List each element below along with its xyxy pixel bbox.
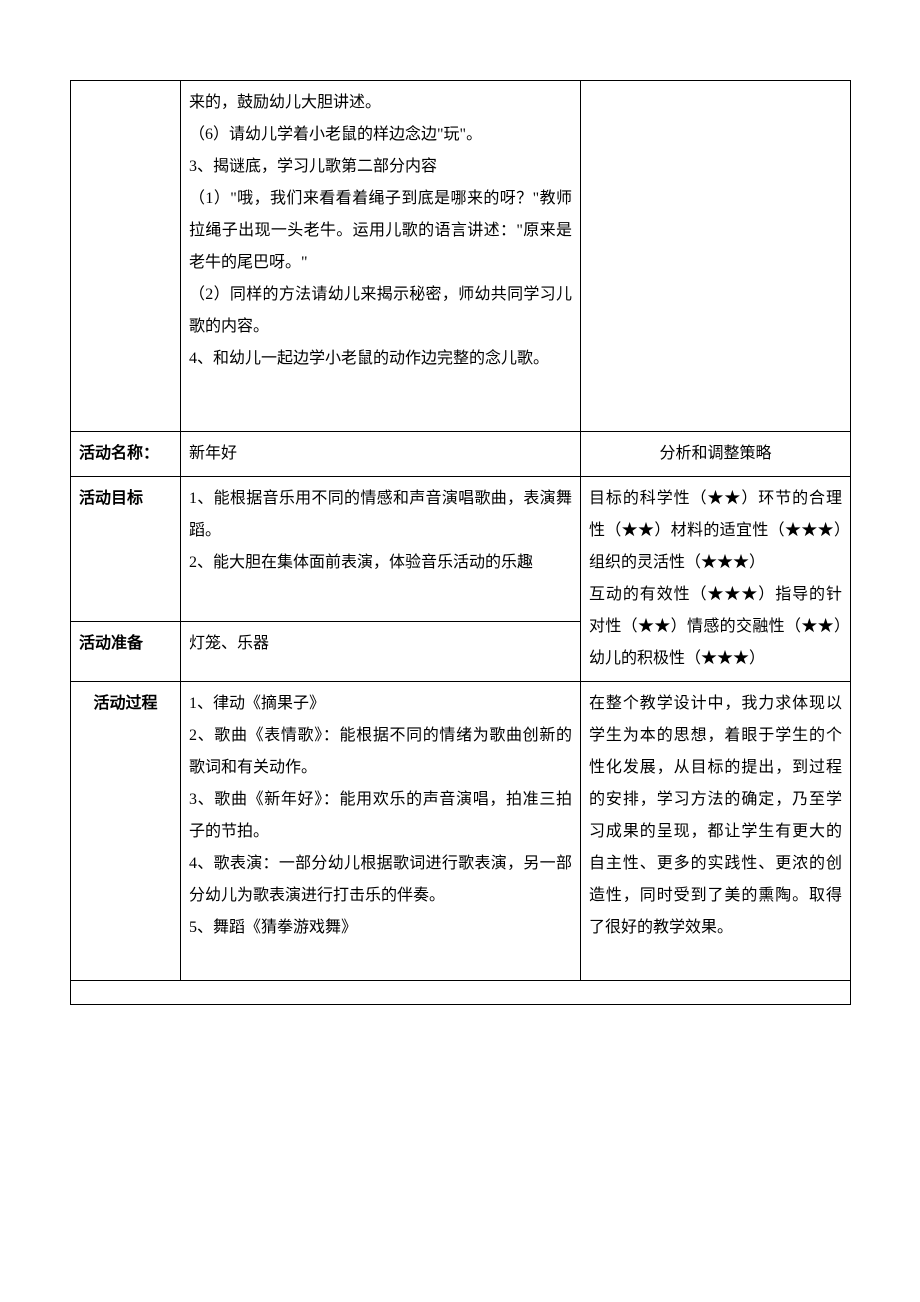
activity-goal-content: 1、能根据音乐用不同的情感和声音演唱歌曲，表演舞蹈。 2、能大胆在集体面前表演，…: [181, 477, 581, 622]
activity-prep-label: 活动准备: [71, 622, 181, 682]
activity-name-value: 新年好: [181, 432, 581, 477]
row1-content-cell: 来的，鼓励幼儿大胆讲述。 （6）请幼儿学着小老鼠的样边念边"玩"。 3、揭谜底，…: [181, 81, 581, 432]
row1-right-cell: [581, 81, 851, 432]
document-page: 来的，鼓励幼儿大胆讲述。 （6）请幼儿学着小老鼠的样边念边"玩"。 3、揭谜底，…: [0, 0, 920, 1085]
activity-name-label: 活动名称：: [71, 432, 181, 477]
table-row: 活动名称： 新年好 分析和调整策略: [71, 432, 851, 477]
activity-goal-label: 活动目标: [71, 477, 181, 622]
lesson-plan-table: 来的，鼓励幼儿大胆讲述。 （6）请幼儿学着小老鼠的样边念边"玩"。 3、揭谜底，…: [70, 80, 851, 1005]
table-row: [71, 981, 851, 1005]
analysis-header: 分析和调整策略: [581, 432, 851, 477]
evaluation-text: 目标的科学性（★★）环节的合理性（★★）材料的适宜性（★★★）组织的灵活性（★★…: [589, 483, 842, 675]
process-right-text: 在整个教学设计中，我力求体现以学生为本的思想，着眼于学生的个性化发展，从目标的提…: [589, 688, 842, 944]
footer-row: [71, 981, 851, 1005]
table-row: 来的，鼓励幼儿大胆讲述。 （6）请幼儿学着小老鼠的样边念边"玩"。 3、揭谜底，…: [71, 81, 851, 432]
activity-process-content: 1、律动《摘果子》 2、歌曲《表情歌》：能根据不同的情绪为歌曲创新的歌词和有关动…: [181, 682, 581, 981]
activity-process-label: 活动过程: [71, 682, 181, 981]
evaluation-cell: 目标的科学性（★★）环节的合理性（★★）材料的适宜性（★★★）组织的灵活性（★★…: [581, 477, 851, 682]
activity-goal-text: 1、能根据音乐用不同的情感和声音演唱歌曲，表演舞蹈。 2、能大胆在集体面前表演，…: [189, 483, 572, 579]
table-row: 活动目标 1、能根据音乐用不同的情感和声音演唱歌曲，表演舞蹈。 2、能大胆在集体…: [71, 477, 851, 622]
activity-process-text: 1、律动《摘果子》 2、歌曲《表情歌》：能根据不同的情绪为歌曲创新的歌词和有关动…: [189, 688, 572, 974]
row1-content: 来的，鼓励幼儿大胆讲述。 （6）请幼儿学着小老鼠的样边念边"玩"。 3、揭谜底，…: [189, 87, 572, 425]
row1-label-cell: [71, 81, 181, 432]
table-row: 活动过程 1、律动《摘果子》 2、歌曲《表情歌》：能根据不同的情绪为歌曲创新的歌…: [71, 682, 851, 981]
process-right-content: 在整个教学设计中，我力求体现以学生为本的思想，着眼于学生的个性化发展，从目标的提…: [581, 682, 851, 981]
activity-prep-content: 灯笼、乐器: [181, 622, 581, 682]
